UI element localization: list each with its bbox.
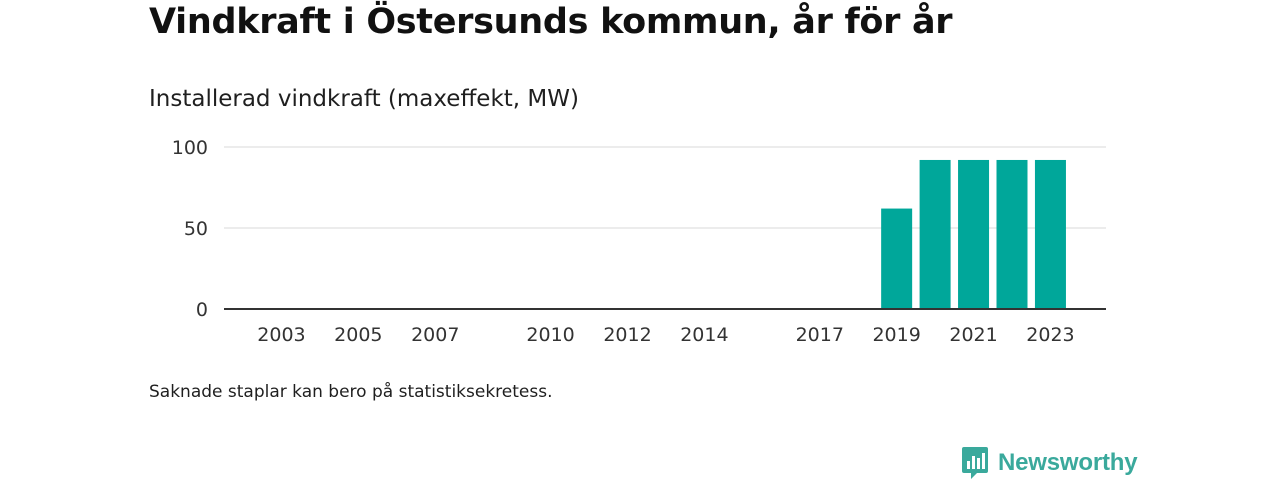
chart-title: Vindkraft i Östersunds kommun, år för år: [149, 2, 953, 42]
bar-2021[interactable]: [958, 159, 990, 309]
bar-2020[interactable]: [919, 159, 951, 309]
x-tick-label: 2010: [526, 324, 574, 346]
x-tick-labels: 2003 2005 2007 2010 2012 2014 2017 2019 2021 2023: [257, 324, 1074, 346]
x-tick-label: 2023: [1026, 324, 1074, 346]
y-tick-labels: 0 50 100: [172, 137, 208, 321]
x-tick-label: 2019: [872, 324, 920, 346]
y-tick-label: 0: [196, 299, 208, 321]
y-tick-label: 100: [172, 137, 208, 159]
y-tick-label: 50: [184, 218, 208, 240]
chart-subtitle: Installerad vindkraft (maxeffekt, MW): [149, 86, 579, 112]
x-tick-label: 2005: [334, 324, 382, 346]
bar-2023[interactable]: [1034, 159, 1066, 309]
x-tick-label: 2021: [949, 324, 997, 346]
x-tick-label: 2017: [796, 324, 844, 346]
newsworthy-brand[interactable]: Newsworthy: [961, 446, 1138, 480]
x-tick-label: 2012: [603, 324, 651, 346]
x-tick-label: 2014: [680, 324, 728, 346]
x-tick-label: 2003: [257, 324, 305, 346]
bar-2019[interactable]: [881, 208, 913, 309]
bars: [881, 159, 1066, 309]
bar-2022[interactable]: [996, 159, 1028, 309]
x-tick-label: 2007: [411, 324, 459, 346]
newsworthy-logo-icon: [962, 447, 988, 479]
footnote: Saknade staplar kan bero på statistiksek…: [149, 382, 553, 402]
brand-name: Newsworthy: [998, 449, 1138, 476]
